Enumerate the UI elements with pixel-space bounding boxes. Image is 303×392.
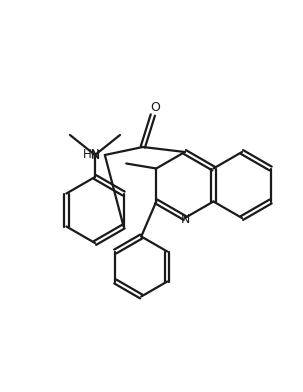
Text: N: N xyxy=(181,212,191,225)
Text: HN: HN xyxy=(83,147,101,160)
Text: N: N xyxy=(90,149,100,162)
Text: O: O xyxy=(150,100,160,114)
